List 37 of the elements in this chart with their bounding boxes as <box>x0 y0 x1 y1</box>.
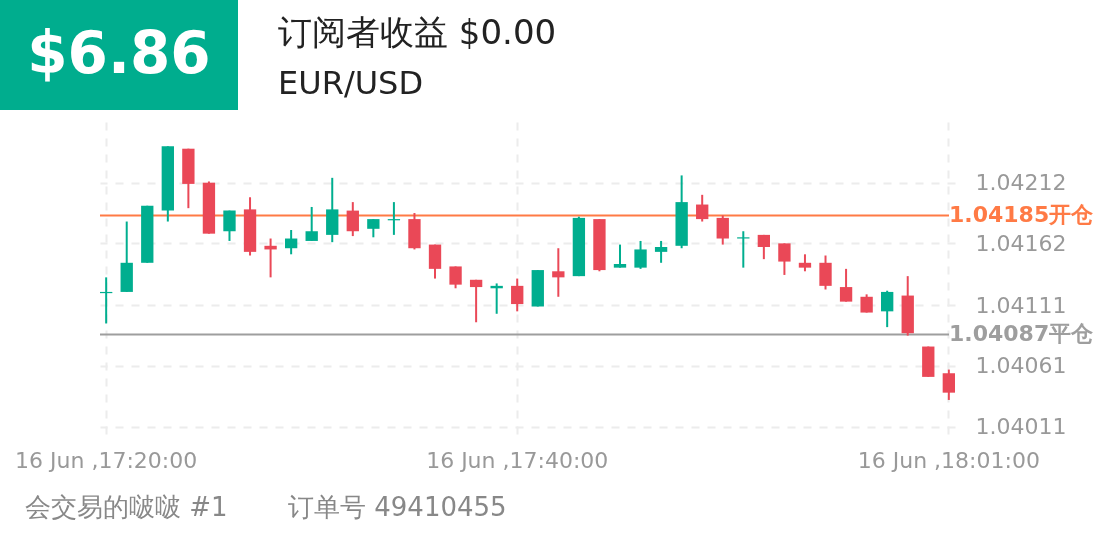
y-tick-label: 1.04011 <box>975 414 1067 440</box>
candlestick <box>469 278 483 324</box>
candlestick <box>819 254 832 291</box>
candlestick <box>613 243 627 269</box>
x-tick-label: 16 Jun ,17:20:00 <box>15 447 198 473</box>
candlestick <box>305 205 318 242</box>
candlestick <box>511 277 524 313</box>
candlestick <box>654 239 668 264</box>
candlestick <box>346 201 359 238</box>
y-tick-label: 1.04111 <box>975 292 1067 318</box>
candlestick <box>839 267 853 303</box>
chart-title: 订阅者收益 $0.00 <box>278 12 557 52</box>
y-tick-label: 1.04061 <box>975 353 1067 379</box>
candlestick <box>860 293 873 314</box>
candlestick <box>552 247 565 298</box>
ref-line-label: 1.04087平仓 <box>949 321 1095 347</box>
candlestick <box>223 209 236 242</box>
candlestick <box>367 218 380 239</box>
candlestick <box>284 229 298 256</box>
candlestick <box>757 233 771 261</box>
y-tick-label: 1.04212 <box>975 170 1067 196</box>
chart-subtitle: EUR/USD <box>278 64 424 102</box>
text: 订单号 49410455 <box>288 492 507 522</box>
candlestick <box>881 289 894 329</box>
candlestick <box>449 265 462 290</box>
text: $6.86 <box>27 19 211 87</box>
x-tick-label: 16 Jun ,17:40:00 <box>426 447 609 473</box>
candlestick <box>778 242 791 276</box>
x-tick-label: 16 Jun ,18:01:00 <box>857 447 1040 473</box>
candlestick <box>942 368 955 401</box>
candlestick <box>696 193 709 223</box>
candlestick <box>634 239 647 270</box>
candlestick <box>737 230 750 269</box>
candlestick <box>716 214 729 246</box>
ref-line-label: 1.04185开仓 <box>949 202 1095 228</box>
y-tick-label: 1.04162 <box>975 230 1067 256</box>
text: 会交易的啵啵 #1 <box>25 492 228 522</box>
